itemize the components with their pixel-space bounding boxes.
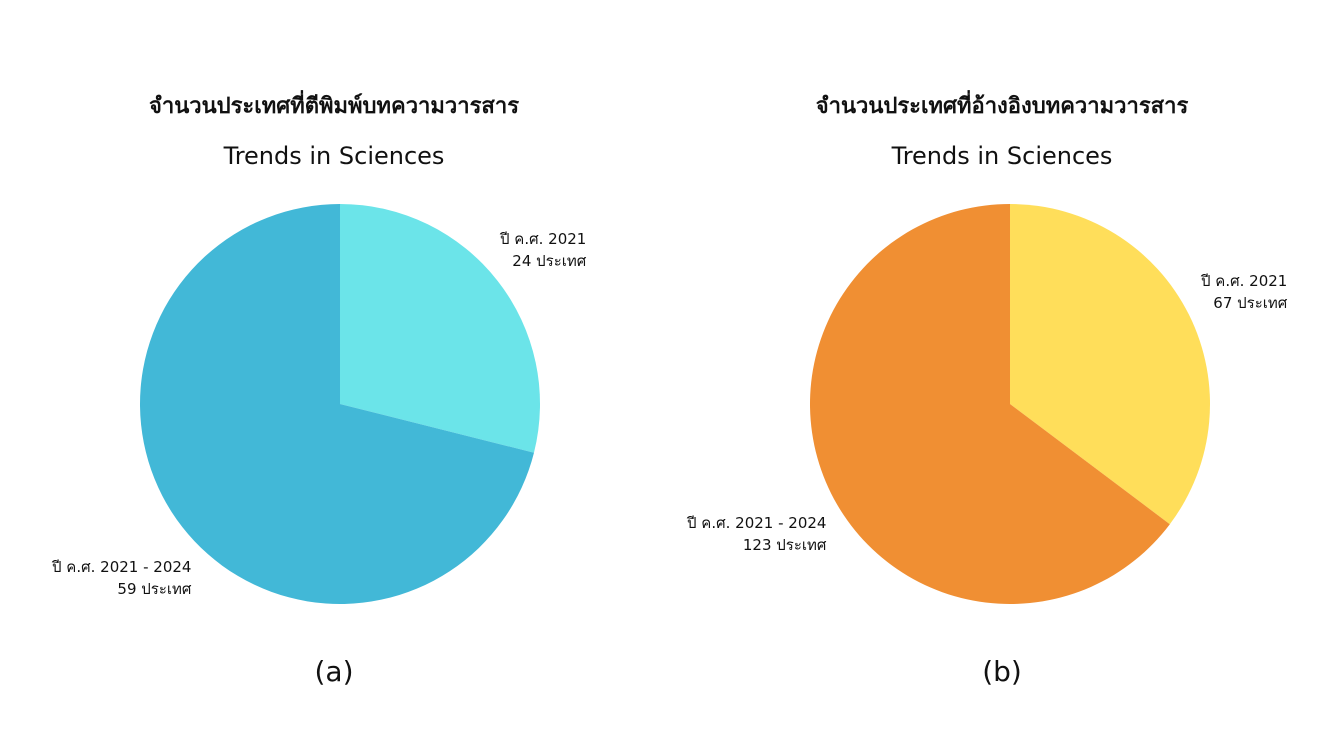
slice-category-label: ปี ค.ศ. 2021	[1201, 272, 1288, 290]
pie-slice-0	[340, 204, 540, 453]
pie-slice-0	[1010, 204, 1210, 525]
slice-value-label: 59 ประเทศ	[117, 580, 192, 598]
slice-value-label: 67 ประเทศ	[1213, 294, 1288, 312]
slice-label: ปี ค.ศ. 2021 24 ประเทศ	[500, 228, 586, 272]
chart-title: จำนวนประเทศที่ตีพิมพ์บทความวารสาร	[148, 94, 520, 119]
panel-caption: (a)	[314, 655, 354, 688]
pie-chart	[810, 204, 1210, 604]
slice-value-label: 123 ประเทศ	[742, 536, 827, 554]
pie-slice-1	[810, 204, 1170, 604]
pie-chart	[139, 204, 540, 604]
slice-value-label: 24 ประเทศ	[512, 252, 587, 270]
slice-label: ปี ค.ศ. 2021 - 2024 59 ประเทศ	[52, 556, 191, 600]
slice-label: ปี ค.ศ. 2021 67 ประเทศ	[1201, 270, 1287, 314]
chart-title: จำนวนประเทศที่อ้างอิงบทความวารสาร	[815, 94, 1189, 119]
chart-subtitle: Trends in Sciences	[223, 142, 445, 170]
chart-panel-a: จำนวนประเทศที่ตีพิมพ์บทความวารสาร Trends…	[52, 94, 586, 688]
chart-subtitle: Trends in Sciences	[891, 142, 1113, 170]
slice-label: ปี ค.ศ. 2021 - 2024 123 ประเทศ	[687, 512, 826, 556]
slice-category-label: ปี ค.ศ. 2021 - 2024	[687, 514, 827, 532]
panel-caption: (b)	[982, 655, 1022, 688]
slice-category-label: ปี ค.ศ. 2021 - 2024	[52, 558, 192, 576]
slice-category-label: ปี ค.ศ. 2021	[500, 230, 587, 248]
chart-panel-b: จำนวนประเทศที่อ้างอิงบทความวารสาร Trends…	[668, 0, 1336, 751]
pie-slice-1	[139, 204, 534, 604]
